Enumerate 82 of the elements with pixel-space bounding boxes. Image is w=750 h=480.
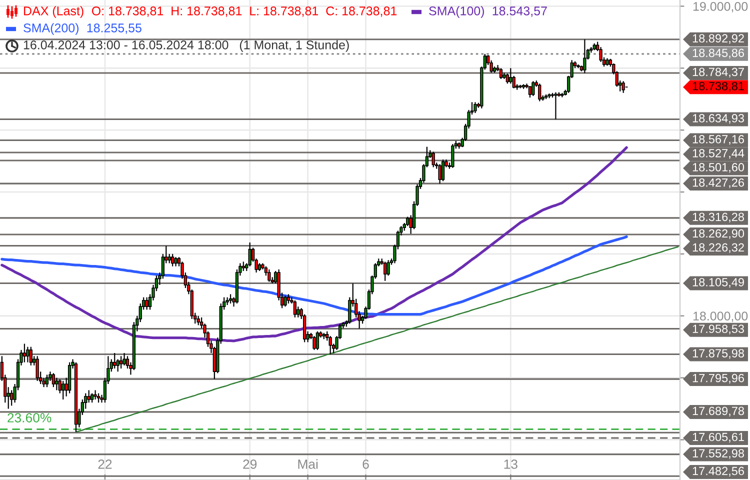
text: 16.04.2024 13:00 - 16.05.2024 18:00 (1 Monat, 1 Stunde): [24, 40, 349, 52]
annotation: 18.543,57: [492, 6, 547, 17]
x-tick-label: 22: [98, 460, 112, 469]
annotation: 23.60%: [8, 413, 52, 422]
candlestick: [509, 68, 512, 84]
candlestick: [284, 295, 287, 308]
candlestick: [145, 296, 148, 310]
candlestick: [528, 86, 532, 98]
candlestick: [538, 83, 542, 102]
candlestick: [36, 356, 39, 382]
candlestick: [196, 315, 200, 326]
candlestick: [29, 346, 32, 366]
candlestick: [113, 352, 116, 370]
candlestick: [248, 242, 252, 267]
legend-label: SMA(100): [429, 6, 484, 18]
ref-line-label: 18.427,26: [692, 178, 744, 188]
ref-line-label: 18.567,16: [692, 135, 744, 145]
ref-line-label: 17.958,53: [692, 324, 744, 334]
candlestick: [268, 268, 271, 282]
candlestick: [383, 261, 387, 282]
candlestick: [293, 300, 297, 318]
candlestick: [499, 68, 503, 80]
ref-line-label: 18.226,32: [692, 243, 744, 254]
ref-line-label: 18.634,93: [692, 114, 744, 124]
ref-line-label: 17.795,96: [692, 374, 744, 384]
legend-label: SMA(200): [24, 23, 78, 35]
candlestick: [622, 80, 625, 94]
candlestick: [122, 352, 126, 366]
candlestick: [532, 80, 535, 97]
candlestick: [554, 92, 558, 120]
ref-line-label: 18.262,90: [692, 229, 744, 240]
ref-line-label: 18.784,37: [692, 68, 744, 78]
candlestick: [228, 294, 232, 304]
annotation: 18.255,55: [87, 24, 142, 34]
ref-line-label: 18.501,60: [692, 163, 744, 173]
candlestick: [438, 164, 442, 184]
candlestick: [441, 158, 445, 182]
candlestick: [328, 335, 332, 355]
ref-line-label: 18.527,44: [692, 149, 744, 159]
candlestick: [312, 335, 316, 350]
candlestick: [52, 372, 56, 388]
x-tick-label: Mai: [298, 459, 318, 469]
candlestick: [119, 356, 123, 370]
ref-line-label: 18.316,28: [692, 212, 744, 222]
x-tick-label: 6: [362, 460, 369, 469]
candlestick: [45, 374, 49, 388]
ref-line-label: 17.482,56: [692, 466, 744, 477]
candlestick: [474, 102, 477, 114]
candlestick: [432, 151, 435, 168]
candlestick: [242, 261, 245, 272]
y-tick-label: 18.000,00: [693, 312, 748, 322]
candlestick: [87, 390, 90, 404]
candlestick: [96, 392, 100, 404]
candlestick: [62, 380, 65, 400]
ref-line-label: 17.875,98: [692, 349, 744, 359]
candlestick: [22, 343, 26, 363]
ref-line-label: 18.892,92: [692, 34, 744, 44]
legend-label: DAX (Last): [24, 6, 84, 18]
candlestick: [316, 330, 320, 350]
ref-line-label: 18.845,86: [692, 48, 744, 58]
candlestick: [94, 390, 97, 400]
candlestick: [451, 143, 454, 168]
candlestick: [26, 346, 30, 363]
ref-line-label: 18.105,49: [692, 278, 744, 288]
annotation: O: 18.738,81 H: 18.738,81 L: 18.738,81 C: 18.738,81: [92, 6, 397, 17]
candlestick: [10, 390, 14, 406]
candlestick: [170, 253, 174, 267]
candlestick: [174, 256, 178, 267]
ref-line-label: 17.552,98: [692, 449, 744, 459]
ref-line-label: 17.689,78: [692, 406, 744, 417]
y-tick-label: 19.000,00: [693, 2, 748, 12]
text: 18.738,81: [692, 82, 744, 92]
candlestick: [286, 294, 290, 304]
candlestick: [168, 253, 171, 264]
line-series: [75, 246, 679, 433]
candlestick: [90, 392, 94, 404]
candlestick: [55, 377, 58, 391]
candlestick: [406, 216, 410, 227]
candlestick: [583, 38, 586, 74]
x-tick-label: 29: [243, 460, 257, 469]
ref-line-label: 17.605,61: [692, 432, 744, 443]
x-tick-label: 13: [504, 460, 518, 469]
